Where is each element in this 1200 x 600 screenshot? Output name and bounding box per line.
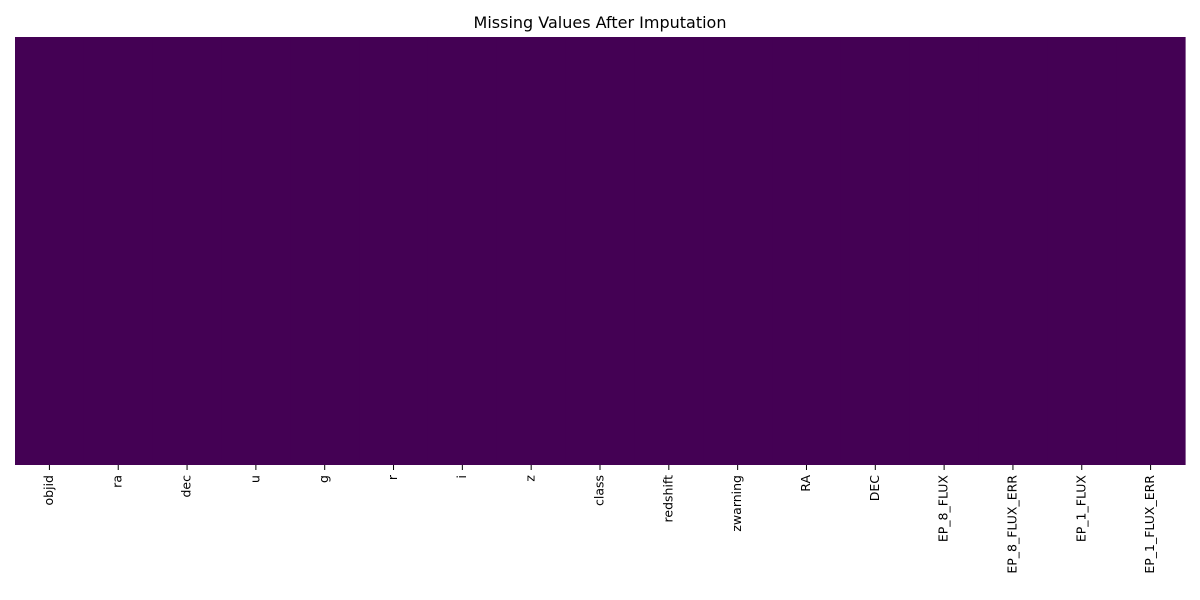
heatmap-cell-ra [83,37,154,465]
heatmap-cell-objid [15,37,85,465]
x-tick-label: objid [41,475,56,505]
x-tick-label: redshift [660,475,675,523]
heatmap-cell-g [290,37,360,465]
heatmap-cell-zwarning [703,37,773,465]
x-axis-ticks [48,465,1152,470]
heatmap-cell-ep-8-flux [909,37,980,465]
x-tick-label: dec [179,475,194,498]
x-tick-label: r [385,474,400,480]
x-tick-label: EP_8_FLUX_ERR [1004,475,1019,574]
x-tick-label: u [247,475,262,483]
heatmap-cell-i [427,37,498,465]
x-axis-tick-labels: objid ra dec u g r i z class redshift zwarning RA DE… [41,474,1157,574]
heatmap-cell-class [565,37,636,465]
heatmap-cell-z [496,37,567,465]
heatmap-cell-redshift [634,37,704,465]
heatmap-cell-ep-8-flux-err [978,37,1048,465]
chart-title: Missing Values After Imputation [474,13,727,32]
heatmap-cell-u [221,37,291,465]
heatmap-cell-dec [840,37,911,465]
heatmap-cell-ra [772,37,842,465]
heatmap-cell-ep-1-flux [1047,37,1117,465]
x-tick-label: EP_1_FLUX [1073,475,1088,543]
heatmap-cell-ep-1-flux-err [1116,37,1186,465]
heatmap-cell-dec [152,37,223,465]
x-tick-label: DEC [867,475,882,502]
heatmap-cell-r [359,37,429,465]
x-tick-label: ra [110,475,125,488]
x-tick-label: zwarning [729,475,744,532]
x-tick-label: g [316,475,331,483]
x-tick-label: RA [798,475,813,492]
x-tick-label: EP_8_FLUX [936,475,951,543]
x-tick-label: class [592,475,607,506]
x-tick-label: i [454,475,469,478]
heatmap-cells [15,37,1186,465]
x-tick-label: EP_1_FLUX_ERR [1142,475,1157,574]
x-tick-label: z [523,475,538,482]
